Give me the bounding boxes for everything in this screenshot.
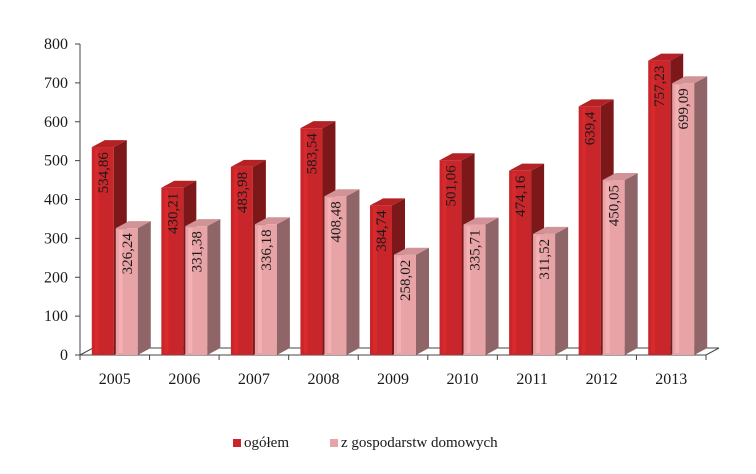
data-label: 326,24 xyxy=(120,233,136,275)
data-label: 501,06 xyxy=(444,165,460,207)
bar-highlight xyxy=(605,182,610,353)
bar-highlight xyxy=(397,256,401,353)
bar-z-gospodarstw-domowych-2005 xyxy=(115,221,151,355)
legend-label-ogolem: ogółem xyxy=(244,435,289,451)
y-tick-label: 0 xyxy=(60,347,68,364)
bar-side-face xyxy=(624,173,638,355)
bar-highlight xyxy=(536,235,541,353)
bar-highlight xyxy=(373,207,377,353)
bar-side-face xyxy=(485,217,499,355)
data-label: 336,18 xyxy=(259,229,275,270)
data-label: 757,23 xyxy=(652,66,668,107)
bar-top-face xyxy=(509,163,545,171)
x-tick-label: 2005 xyxy=(99,371,131,388)
bar-highlight xyxy=(303,130,308,353)
bar-top-face xyxy=(602,173,638,181)
bar-z-gospodarstw-domowych-2007 xyxy=(254,217,290,355)
bar-z-gospodarstw-domowych-2008 xyxy=(324,189,360,355)
bar-z-gospodarstw-domowych-2006 xyxy=(185,219,221,355)
bar-z-gospodarstw-domowych-2011 xyxy=(533,226,569,355)
bar-z-gospodarstw-domowych-2012 xyxy=(602,173,638,355)
bar-highlight xyxy=(188,228,193,353)
bar-side-face xyxy=(555,226,569,355)
legend-swatch-ogolem xyxy=(233,439,241,447)
bar-highlight xyxy=(466,226,471,353)
x-tick-label: 2006 xyxy=(168,371,200,388)
bar-side-face xyxy=(276,217,290,355)
bar-side-face xyxy=(416,247,429,355)
data-label: 450,05 xyxy=(607,185,623,226)
x-tick-label: 2010 xyxy=(447,371,479,388)
data-label: 483,98 xyxy=(235,172,251,213)
bar-side-face xyxy=(346,189,360,355)
y-tick-label: 700 xyxy=(44,75,68,92)
bar-top-face xyxy=(115,221,151,229)
bar-highlight xyxy=(651,62,656,354)
bar-highlight xyxy=(257,226,262,353)
data-label: 583,54 xyxy=(304,133,320,175)
bar-side-face xyxy=(207,219,221,355)
data-label: 430,21 xyxy=(165,193,181,234)
data-label: 408,48 xyxy=(328,201,344,242)
data-label: 331,38 xyxy=(189,231,205,272)
data-labels: 534,86 430,21 483,98 583,54 384,74 501,06 474,… xyxy=(96,66,692,301)
y-tick-label: 600 xyxy=(44,114,68,131)
bar-z-gospodarstw-domowych-2009 xyxy=(394,247,429,355)
y-tick-label: 300 xyxy=(44,230,68,247)
y-tick-label: 400 xyxy=(44,192,68,209)
bar-highlight xyxy=(512,172,517,353)
data-label: 335,71 xyxy=(468,229,484,270)
y-tick-label: 100 xyxy=(44,308,68,325)
bar-highlight xyxy=(327,198,332,353)
y-tick-label: 500 xyxy=(44,153,68,170)
y-tick-label: 200 xyxy=(44,269,68,286)
x-tick-label: 2007 xyxy=(238,371,270,388)
bar-top-face xyxy=(578,99,614,107)
bar-top-face xyxy=(533,226,569,234)
data-label: 699,09 xyxy=(676,88,692,129)
data-label: 311,52 xyxy=(537,239,553,280)
bar-highlight xyxy=(675,85,680,353)
bar-highlight xyxy=(233,168,238,353)
bar-highlight xyxy=(164,189,169,353)
x-tick-label: 2008 xyxy=(307,371,339,388)
data-label: 639,4 xyxy=(583,111,599,145)
bar-top-face xyxy=(463,217,499,225)
x-tick-label: 2013 xyxy=(655,371,687,388)
bar-highlight xyxy=(94,149,99,353)
bar-top-face xyxy=(230,159,266,167)
bar-highlight xyxy=(581,108,586,353)
bar-top-face xyxy=(324,189,360,197)
x-tick-label: 2011 xyxy=(516,371,547,388)
bar-z-gospodarstw-domowych-2010 xyxy=(463,217,499,355)
bar-top-face xyxy=(439,153,475,161)
bar-top-face xyxy=(300,121,336,129)
data-label: 534,86 xyxy=(96,152,112,194)
legend: ogółem z gospodarstw domowych xyxy=(233,435,498,451)
bar-highlight xyxy=(118,230,123,353)
bar-highlight xyxy=(442,162,447,353)
bar-side-face xyxy=(137,221,151,355)
data-label: 474,16 xyxy=(513,175,529,217)
bar-top-face xyxy=(91,140,127,148)
bar-top-face xyxy=(648,53,684,61)
bar-z-gospodarstw-domowych-2013 xyxy=(672,76,708,355)
y-tick-label: 800 xyxy=(44,36,68,53)
bar-top-face xyxy=(185,219,221,227)
bar-top-face xyxy=(394,247,429,255)
bar-top-face xyxy=(254,217,290,225)
legend-label-z-gospodarstw-domowych: z gospodarstw domowych xyxy=(341,435,498,451)
x-tick-label: 2009 xyxy=(377,371,409,388)
data-label: 384,74 xyxy=(374,210,390,252)
x-tick-label: 2012 xyxy=(586,371,618,388)
bars xyxy=(91,53,708,356)
bar-top-face xyxy=(672,76,708,84)
data-label: 258,02 xyxy=(398,260,414,301)
legend-swatch-z-gospodarstw-domowych xyxy=(330,439,338,447)
bar-top-face xyxy=(161,180,197,188)
bar-top-face xyxy=(370,198,405,206)
bar-side-face xyxy=(694,76,708,355)
